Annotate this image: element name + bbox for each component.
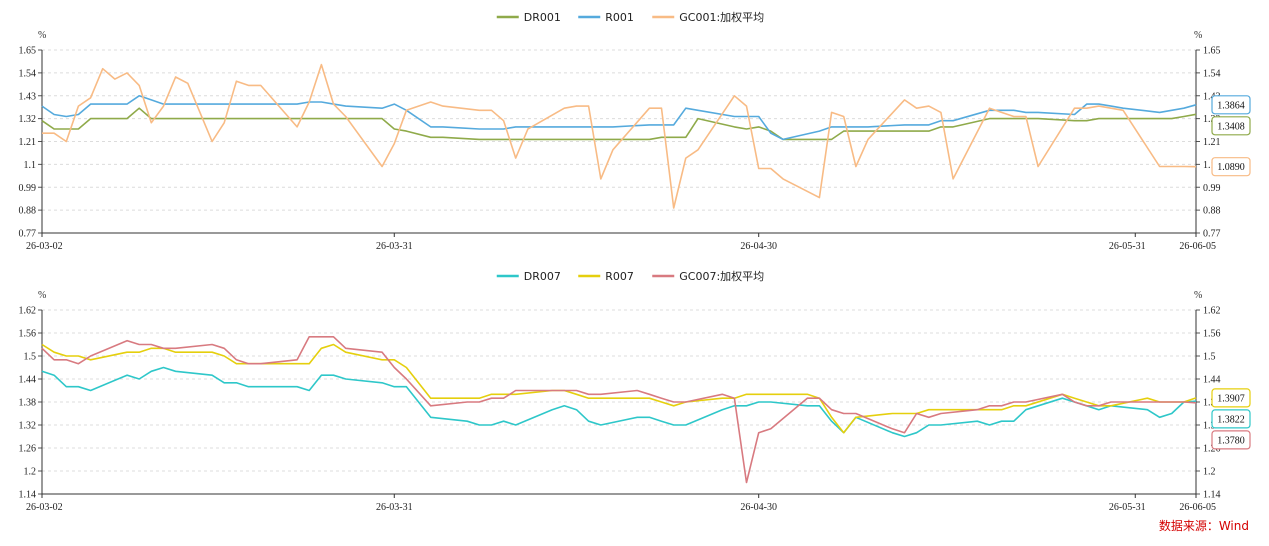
y-tick-label-left: 1.38 <box>19 398 37 409</box>
y-tick-label-right: 0.88 <box>1203 206 1221 217</box>
y-tick-label-left: 0.99 <box>19 183 37 194</box>
legend-item: GC007:加权平均 <box>652 270 764 283</box>
y-tick-label-right: 1.26 <box>1203 444 1221 455</box>
y-tick-label-left: 1.44 <box>19 375 37 386</box>
series-line-r001 <box>41 95 1197 141</box>
series-line-gc001 <box>42 63 1197 209</box>
y-tick-label-right: 1.62 <box>1203 306 1221 317</box>
y-tick-label-right: 1.21 <box>1203 137 1221 148</box>
x-tick-label: 26-03-31 <box>376 502 413 513</box>
badge-box <box>1211 157 1251 177</box>
source-note: 数据来源：Wind <box>1158 519 1249 533</box>
y-tick-label-left: 1.2 <box>24 467 37 478</box>
series-line-gc007 <box>41 335 1197 484</box>
series-line-dr001 <box>41 107 1197 141</box>
x-tick-label: 26-05-31 <box>1109 502 1146 513</box>
y-tick-label-left: 1.65 <box>19 46 37 57</box>
y-tick-label-right: 1.65 <box>1203 46 1221 57</box>
legend-item: R001 <box>578 11 634 24</box>
y-tick-label-left: 0.88 <box>19 206 37 217</box>
badge-box <box>1211 116 1251 136</box>
badge-box <box>1211 388 1251 408</box>
y-tick-label-right: 1.44 <box>1203 375 1221 386</box>
y-tick-label-left: 1.54 <box>19 68 37 79</box>
y-axis-unit-left: % <box>38 290 46 301</box>
y-tick-label-left: 1.32 <box>19 421 37 432</box>
y-tick-label-right: 1.43 <box>1203 91 1221 102</box>
y-axis-unit-right: % <box>1194 30 1202 41</box>
legend-item: DR001 <box>496 11 561 24</box>
x-tick-label: 26-03-31 <box>376 241 413 252</box>
x-tick-label: 26-06-05 <box>1179 502 1216 513</box>
end-value-badge: 1.3408 <box>1211 116 1251 136</box>
badge-value: 1.3864 <box>1217 100 1245 111</box>
x-tick-label: 26-05-31 <box>1109 241 1146 252</box>
badge-box <box>1211 95 1251 115</box>
legend-label: DR007 <box>524 270 561 283</box>
legend-item: R007 <box>578 270 634 283</box>
legend-label: GC007:加权平均 <box>679 270 764 283</box>
legend-label: R001 <box>605 11 634 24</box>
badge-box <box>1211 430 1251 450</box>
legend-label: DR001 <box>524 11 561 24</box>
y-tick-label-right: 1.2 <box>1203 467 1216 478</box>
y-tick-label-left: 1.43 <box>19 91 37 102</box>
badge-value: 1.3907 <box>1217 393 1245 404</box>
series-line-r007 <box>41 343 1197 434</box>
legend-label: R007 <box>605 270 634 283</box>
x-tick-label: 26-03-02 <box>26 241 63 252</box>
y-axis-unit-right: % <box>1194 290 1202 301</box>
x-tick-label: 26-04-30 <box>740 241 777 252</box>
y-tick-label-right: 0.99 <box>1203 183 1221 194</box>
y-tick-label-right: 0.77 <box>1203 229 1221 240</box>
badge-value: 1.0890 <box>1217 162 1245 173</box>
y-tick-label-right: 1.1 <box>1203 160 1216 171</box>
y-tick-label-left: 1.56 <box>19 329 37 340</box>
y-axis-unit-left: % <box>38 30 46 41</box>
y-tick-label-left: 1.5 <box>24 352 37 363</box>
y-tick-label-left: 1.26 <box>19 444 37 455</box>
badge-box <box>1211 409 1251 429</box>
y-tick-label-right: 1.14 <box>1203 490 1221 501</box>
y-tick-label-left: 1.21 <box>19 137 37 148</box>
chart-panel-1: DR001 R001 GC001:加权平均% %1.65 1.651.54 1.541.4… <box>19 11 1251 252</box>
end-value-badge: 1.0890 <box>1211 157 1251 177</box>
series-line-dr007 <box>41 366 1197 438</box>
y-tick-label-left: 1.14 <box>19 490 37 501</box>
y-tick-label-left: 0.77 <box>19 229 37 240</box>
chart-panel-2: DR007 R007 GC007:加权平均% %1.62 1.621.56 1.561.5… <box>19 270 1251 513</box>
end-value-badge: 1.3822 <box>1211 409 1251 429</box>
legend-item: GC001:加权平均 <box>652 11 764 24</box>
y-tick-label-left: 1.32 <box>19 114 37 125</box>
x-tick-label: 26-04-30 <box>740 502 777 513</box>
end-value-badge: 1.3907 <box>1211 388 1251 408</box>
y-tick-label-right: 1.56 <box>1203 329 1221 340</box>
badge-value: 1.3822 <box>1217 414 1245 425</box>
y-tick-label-right: 1.5 <box>1203 352 1216 363</box>
badge-value: 1.3780 <box>1217 435 1245 446</box>
legend-label: GC001:加权平均 <box>679 11 764 24</box>
y-tick-label-left: 1.62 <box>19 306 37 317</box>
end-value-badge: 1.3864 <box>1211 95 1251 115</box>
badge-value: 1.3408 <box>1217 121 1245 132</box>
legend-item: DR007 <box>496 270 561 283</box>
x-tick-label: 26-03-02 <box>26 502 63 513</box>
end-value-badge: 1.3780 <box>1211 430 1251 450</box>
x-tick-label: 26-06-05 <box>1179 241 1216 252</box>
y-tick-label-left: 1.1 <box>24 160 37 171</box>
y-tick-label-right: 1.54 <box>1203 68 1221 79</box>
